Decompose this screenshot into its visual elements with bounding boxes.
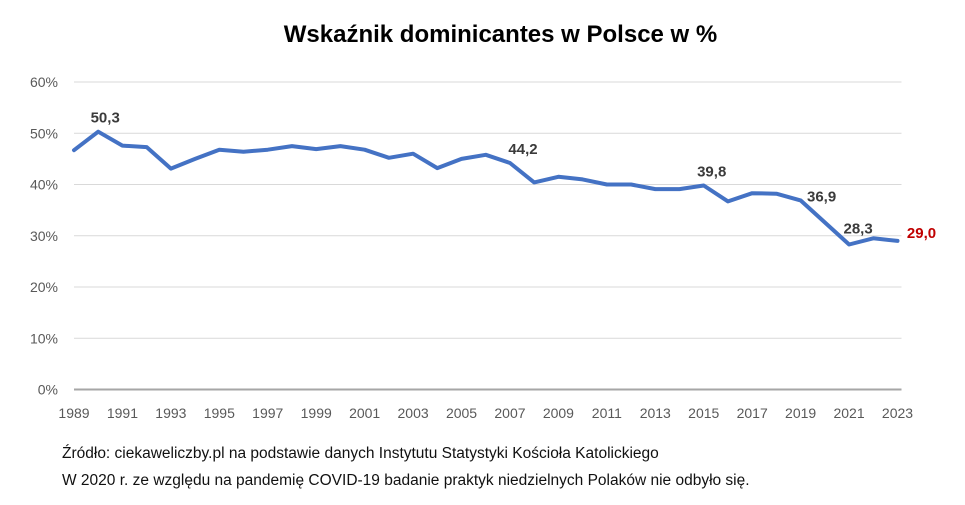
y-tick-label: 60% [30,74,58,90]
x-tick-label: 2007 [494,405,525,421]
y-tick-label: 30% [30,228,58,244]
data-label: 36,9 [807,188,836,205]
y-tick-label: 50% [30,125,58,141]
y-axis-ticks: 60% 50% 40% 30% 20% 10% 0% [30,74,58,398]
x-tick-label: 2017 [737,405,768,421]
dominicantes-trend-line [72,129,900,247]
x-tick-label: 2011 [592,405,622,421]
x-tick-label: 1993 [155,405,186,421]
x-tick-label: 1999 [301,405,332,421]
data-label: 29,0 [907,225,936,242]
line-chart: 60% 50% 40% 30% 20% 10% 0%1989 1991 1993 1995 1997… [30,74,937,421]
x-tick-label: 2005 [446,405,477,421]
x-tick-label: 2003 [398,405,429,421]
data-labels: 50,3 44,2 39,8 36,9 28,3 29,0 [91,110,937,242]
data-label: 50,3 [91,110,120,127]
source-line: Źródło: ciekaweliczby.pl na podstawie da… [62,445,659,462]
x-tick-label: 1991 [107,405,138,421]
y-tick-label: 10% [30,330,58,346]
x-tick-label: 1995 [204,405,235,421]
x-tick-label: 2021 [833,405,864,421]
chart-title: Wskaźnik dominicantes w Polsce w % [283,21,718,48]
gridlines [74,81,902,391]
y-tick-label: 40% [30,177,58,193]
x-tick-label: 2013 [640,405,671,421]
x-tick-label: 1989 [58,405,89,421]
x-tick-label: 2015 [688,405,719,421]
data-label: 44,2 [508,141,537,158]
x-tick-label: 2001 [349,405,380,421]
data-label: 39,8 [697,164,726,181]
data-label: 28,3 [843,221,872,238]
source-note: Źródło: ciekaweliczby.pl na podstawie da… [62,440,750,494]
y-tick-label: 0% [38,382,58,398]
covid-note-line: W 2020 r. ze względu na pandemię COVID-1… [62,472,750,489]
x-tick-label: 2023 [882,405,913,421]
x-tick-label: 2019 [785,405,816,421]
x-tick-label: 1997 [252,405,283,421]
x-axis-labels: 1989 1991 1993 1995 1997 1999 2001 2003 2005 2007… [58,405,913,421]
x-tick-label: 2009 [543,405,574,421]
y-tick-label: 20% [30,279,58,295]
